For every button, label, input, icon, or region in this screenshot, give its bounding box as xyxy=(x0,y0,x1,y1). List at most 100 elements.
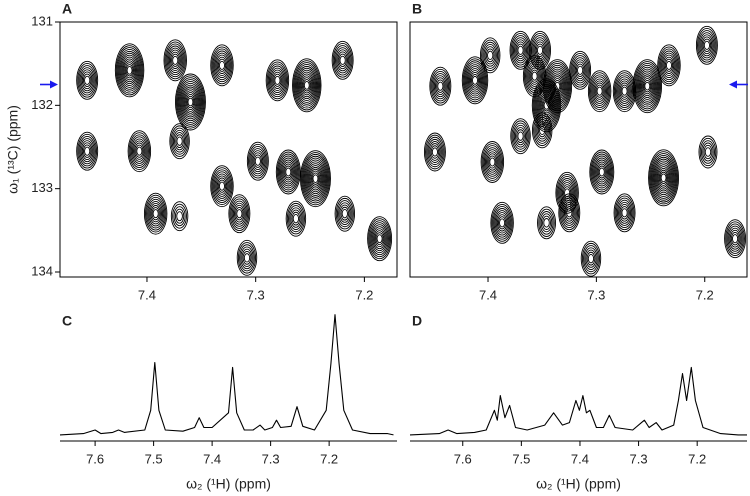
contour-line xyxy=(116,47,143,94)
contour-line xyxy=(299,73,314,98)
contour-line xyxy=(173,206,186,227)
contour-line xyxy=(612,70,637,113)
contour-line xyxy=(531,112,553,149)
spectrum-line xyxy=(409,366,747,436)
contour-line xyxy=(376,234,383,244)
contour-line xyxy=(122,58,137,83)
contour-line xyxy=(172,129,187,153)
contour-line xyxy=(492,205,512,240)
contour-line xyxy=(594,159,609,185)
contour-line xyxy=(580,240,602,277)
contour-line xyxy=(615,197,634,229)
peak xyxy=(170,201,189,232)
contour-line xyxy=(489,157,496,167)
contour-line xyxy=(616,76,634,106)
contour-line xyxy=(665,60,673,70)
contour-line xyxy=(704,147,712,157)
contour-line xyxy=(702,38,712,53)
peak xyxy=(292,58,322,113)
contour-line xyxy=(306,163,325,195)
contour-line xyxy=(271,69,284,92)
contour-line xyxy=(635,64,660,108)
contour-line xyxy=(488,155,497,169)
contour-line xyxy=(295,64,319,107)
contour-line xyxy=(248,143,268,179)
contour-line xyxy=(585,249,597,268)
contour-line xyxy=(620,84,629,98)
x-tick-label: 7.4 xyxy=(203,451,221,466)
contour-line xyxy=(494,210,510,236)
contour-line xyxy=(463,60,487,101)
contour-line xyxy=(542,99,551,112)
plot-frame xyxy=(409,21,748,278)
contour-line xyxy=(115,45,144,96)
contour-line xyxy=(639,72,656,100)
contour-line xyxy=(618,201,632,224)
contour-line xyxy=(217,58,227,72)
contour-line xyxy=(171,127,188,155)
contour-line xyxy=(587,254,595,264)
contour-line xyxy=(514,39,527,62)
contour-line xyxy=(616,199,633,226)
peak xyxy=(429,66,452,106)
contour-line xyxy=(535,43,545,58)
contour-line xyxy=(564,188,571,198)
contour-line xyxy=(239,244,255,272)
contour-line xyxy=(649,151,679,205)
contour-line xyxy=(375,232,384,246)
contour-line xyxy=(659,171,668,184)
contour-line xyxy=(213,171,231,201)
contour-line xyxy=(282,161,295,183)
contour-line xyxy=(182,88,199,116)
contour-line xyxy=(593,157,611,187)
contour-line xyxy=(136,146,143,156)
peak xyxy=(612,70,637,113)
contour-line xyxy=(272,71,283,89)
contour-line xyxy=(301,153,329,204)
contour-line xyxy=(621,86,628,96)
contour-line xyxy=(176,136,183,146)
contour-line xyxy=(81,71,93,90)
peak xyxy=(648,149,680,207)
contour-line xyxy=(543,218,550,228)
contour-line xyxy=(175,73,206,131)
contour-line xyxy=(82,144,92,158)
contour-line xyxy=(212,48,232,83)
contour-line xyxy=(175,134,184,149)
contour-line xyxy=(423,132,446,172)
contour-line xyxy=(479,37,501,74)
contour-line xyxy=(537,206,556,240)
peak xyxy=(531,78,562,133)
contour-line xyxy=(211,46,233,85)
contour-line xyxy=(703,40,710,50)
contour-line xyxy=(533,114,552,147)
contour-line xyxy=(619,82,630,100)
panel-label: D xyxy=(412,313,422,329)
contour-line xyxy=(309,168,322,189)
contour-line xyxy=(467,68,483,93)
contour-line xyxy=(499,218,506,228)
peak xyxy=(423,132,446,172)
contour-line xyxy=(511,35,530,66)
contour-line xyxy=(572,57,588,84)
contour-line xyxy=(483,44,497,67)
contour-line xyxy=(536,45,544,55)
contour-line xyxy=(76,131,99,171)
contour-line xyxy=(128,132,150,171)
contour-line xyxy=(210,44,234,87)
peak xyxy=(569,50,592,90)
contour-line xyxy=(533,82,560,129)
peak xyxy=(76,131,99,171)
contour-line xyxy=(145,194,167,233)
contour-line xyxy=(311,172,320,185)
contour-line xyxy=(210,165,234,208)
contour-line xyxy=(472,75,478,85)
contour-line xyxy=(655,164,672,192)
contour-line xyxy=(729,229,741,248)
contour-line xyxy=(181,86,200,118)
contour-line xyxy=(149,202,162,225)
contour-line xyxy=(636,66,659,106)
contour-line xyxy=(652,158,675,197)
contour-line xyxy=(270,67,285,94)
contour-line xyxy=(214,52,230,79)
